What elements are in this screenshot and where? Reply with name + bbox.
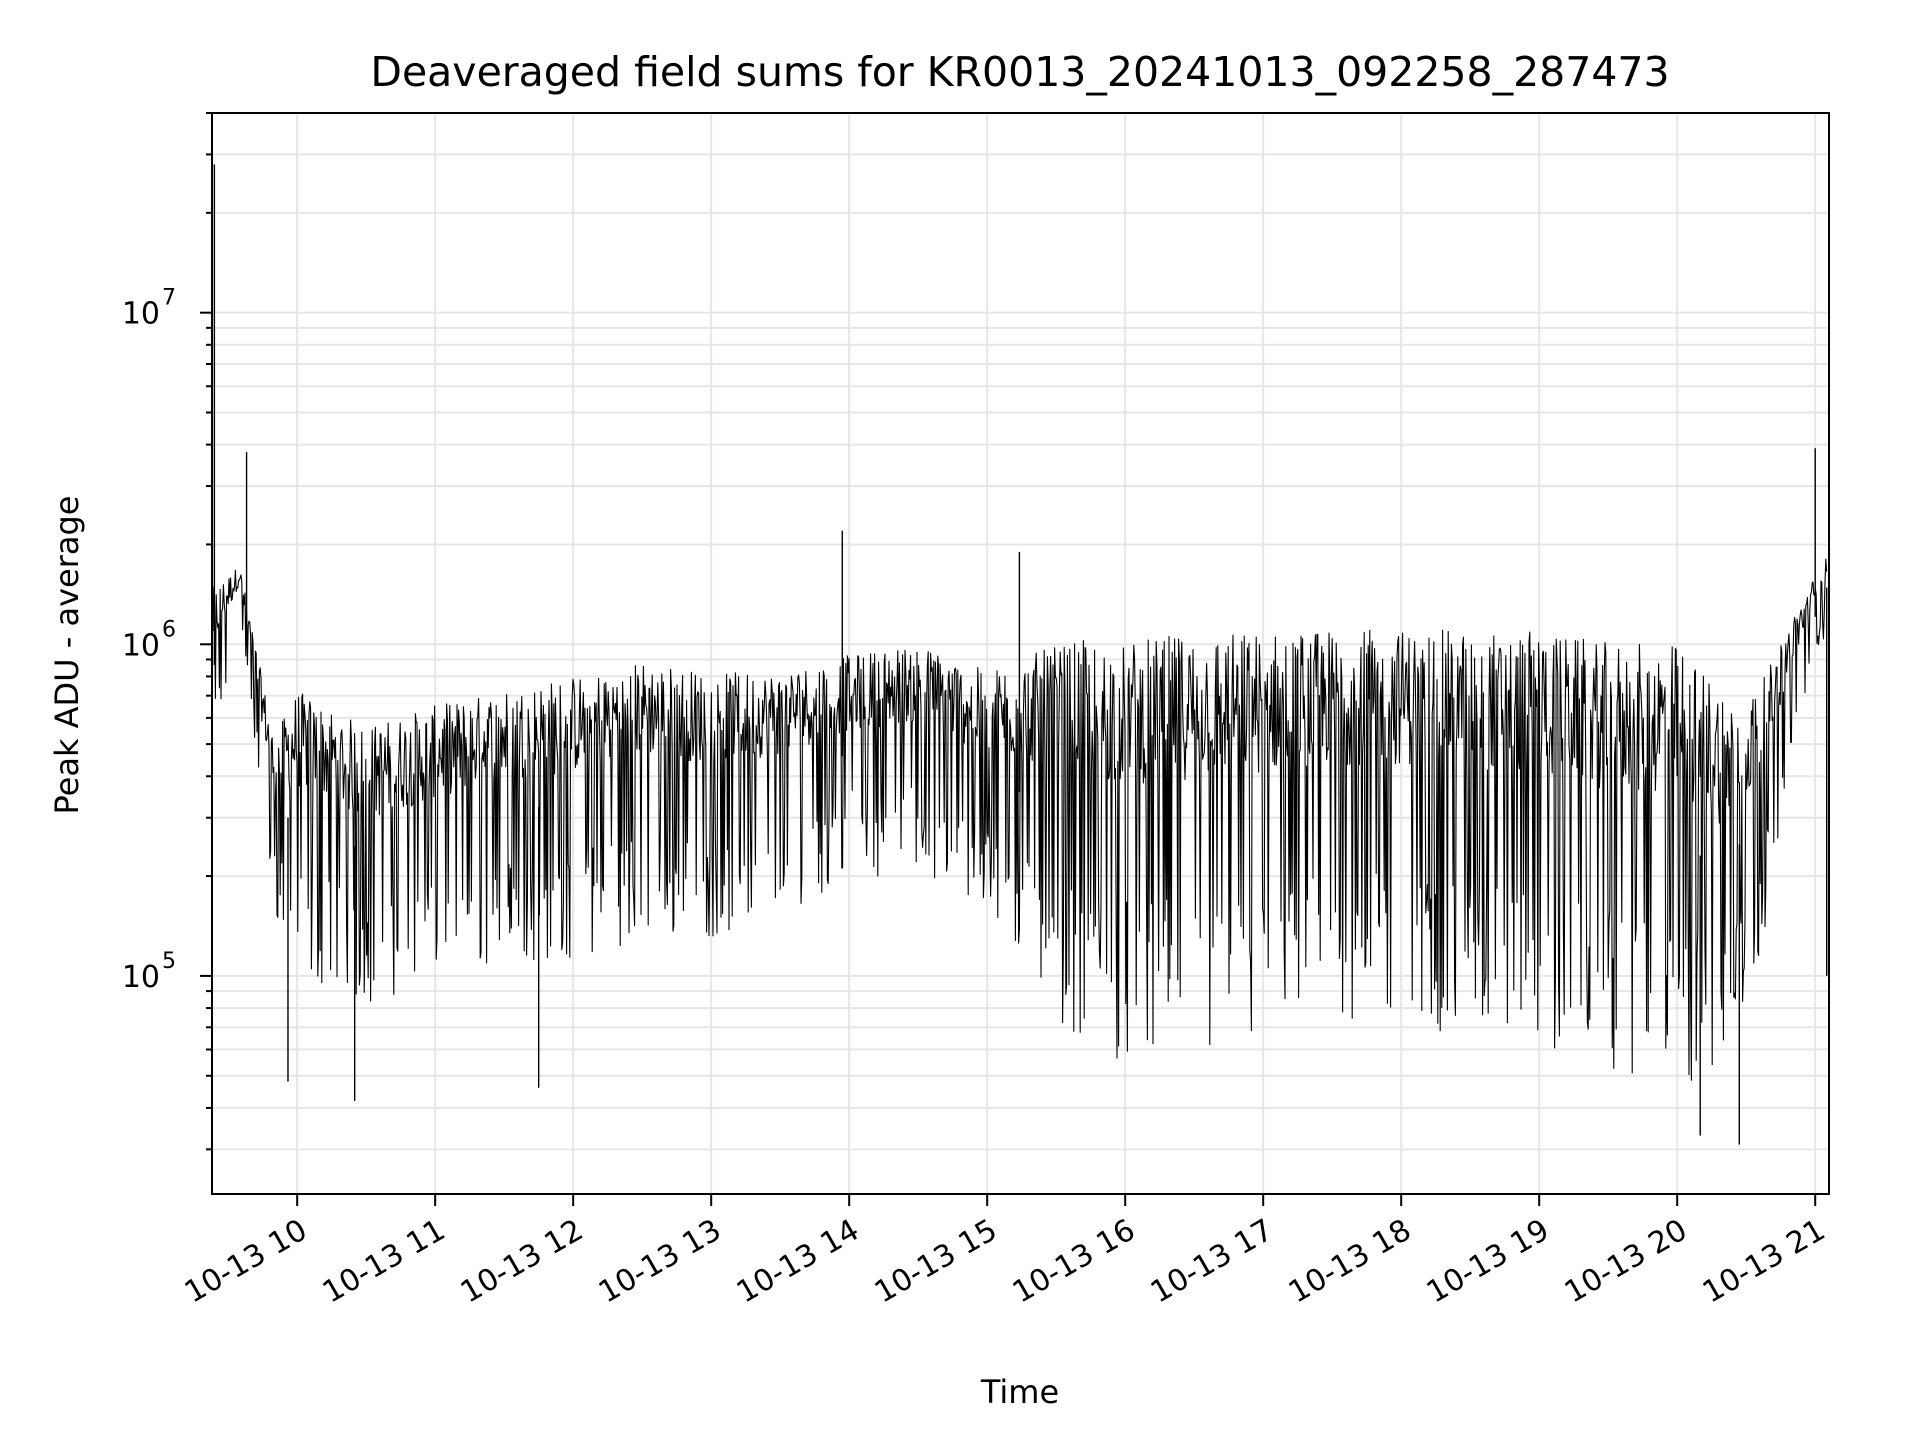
x-tick-label: 10-13 17 — [1145, 1213, 1279, 1311]
series-layer — [212, 164, 1828, 1145]
x-tick-label: 10-13 18 — [1283, 1213, 1417, 1311]
y-tick-exponent: 5 — [162, 949, 176, 974]
x-tick-label: 10-13 15 — [869, 1213, 1003, 1311]
x-tick-label: 10-13 11 — [317, 1213, 451, 1311]
x-tick-label: 10-13 21 — [1697, 1213, 1831, 1311]
plot-frame — [211, 112, 1830, 1195]
chart-title: Deaveraged field sums for KR0013_2024101… — [370, 48, 1669, 96]
y-tick-exponent: 7 — [162, 286, 176, 311]
grid-layer — [212, 112, 1829, 1194]
y-tick-label: 10 — [122, 297, 160, 332]
x-tick-label: 10-13 20 — [1559, 1213, 1693, 1311]
x-tick-label: 10-13 14 — [731, 1213, 865, 1311]
x-tick-label: 10-13 12 — [455, 1213, 589, 1311]
y-tick-label: 10 — [122, 628, 160, 663]
y-tick-label: 10 — [122, 960, 160, 995]
x-tick-label: 10-13 10 — [179, 1213, 313, 1311]
y-tick-base: 10 — [122, 297, 160, 332]
y-tick-base: 10 — [122, 628, 160, 663]
y-tick-base: 10 — [122, 960, 160, 995]
series-line — [212, 558, 1828, 1081]
x-tick-label: 10-13 13 — [593, 1213, 727, 1311]
x-tick-label: 10-13 16 — [1007, 1213, 1141, 1311]
x-axis-label: Time — [980, 1373, 1059, 1411]
x-tick-label: 10-13 19 — [1421, 1213, 1555, 1311]
y-tick-exponent: 6 — [162, 617, 176, 642]
y-axis-label: Peak ADU - average — [48, 496, 86, 815]
